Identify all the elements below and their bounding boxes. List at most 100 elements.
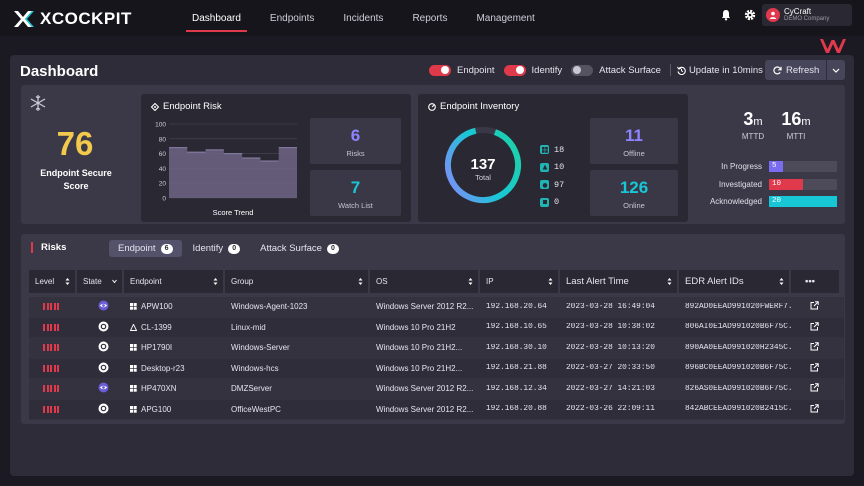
chevron-down-icon — [112, 279, 117, 284]
status-acknowledged[interactable]: Acknowledged 20 — [689, 193, 837, 211]
nav-management[interactable]: Management — [476, 12, 535, 24]
col-edr-alert-ids[interactable]: EDR Alert IDs — [679, 270, 789, 293]
col-last-alert-time[interactable]: Last Alert Time — [560, 270, 677, 293]
col-last-alert-time-label: Last Alert Time — [566, 276, 629, 287]
risk-tabs: Endpoint 6 Identify 0 Attack Surface 0 — [109, 240, 350, 257]
user-menu[interactable]: CyCraft DEMO Company — [762, 4, 852, 26]
nav-incidents[interactable]: Incidents — [343, 12, 384, 24]
endpoint-name[interactable]: Desktop-r23 — [141, 363, 185, 373]
normal-state-icon[interactable] — [98, 341, 109, 352]
row-actions — [791, 404, 841, 415]
app-logo[interactable]: XCOCKPIT — [12, 8, 132, 30]
table-row[interactable]: Desktop-r23 Windows-hcs Windows 10 Pro 21H… — [29, 358, 844, 379]
watch-eye-icon[interactable] — [98, 300, 109, 311]
status-acknowledged-bar: 20 — [769, 196, 837, 208]
external-link-icon[interactable] — [810, 383, 819, 392]
table-row[interactable]: APG100 OfficeWestPC Windows Server 2012 R2… — [29, 399, 844, 420]
external-link-icon[interactable] — [810, 363, 819, 372]
endpoint-name[interactable]: HP1790I — [141, 343, 173, 353]
state-cell — [77, 382, 124, 395]
nav-endpoints[interactable]: Endpoints — [269, 12, 315, 24]
normal-state-icon[interactable] — [98, 321, 109, 332]
table-row[interactable]: CL-1399 Linux-mid Windows 10 Pro 21H2 192.1… — [29, 317, 844, 338]
state-cell — [77, 362, 124, 375]
risks-section: Risks Endpoint 6 Identify 0 Attack Surfa… — [21, 234, 845, 424]
external-link-icon[interactable] — [810, 342, 819, 351]
mtti-unit: m — [801, 116, 811, 128]
col-group[interactable]: Group — [225, 270, 368, 293]
watch-list-box[interactable]: 7 Watch List — [310, 170, 401, 216]
endpoint-cell: APG100 — [124, 405, 225, 414]
secure-score-value: 76 — [56, 125, 94, 162]
col-level[interactable]: Level — [29, 270, 75, 293]
normal-state-icon[interactable] — [98, 362, 109, 373]
col-state-label: State — [83, 277, 102, 286]
online-box[interactable]: 126 Online — [590, 170, 678, 216]
col-endpoint[interactable]: Endpoint — [124, 270, 223, 293]
identify-toggle[interactable] — [503, 64, 526, 76]
endpoint-inventory-card: Endpoint Inventory 137 Total — [418, 94, 688, 222]
tab-identify[interactable]: Identify 0 — [184, 240, 250, 257]
status-investigated[interactable]: Investigated 10 — [689, 176, 837, 194]
col-os[interactable]: OS — [370, 270, 478, 293]
tab-attack-surface-count: 0 — [326, 243, 339, 254]
mtti-metric: 16m MTTI — [774, 109, 818, 141]
external-link-icon[interactable] — [810, 301, 819, 310]
update-interval[interactable]: Update in 10mins — [676, 65, 763, 76]
y-tick-label: 60 — [159, 151, 167, 158]
ip-cell: 192.168.12.34 — [486, 384, 547, 393]
edr-alert-id-cell: 842ABCEEAD991020B2415C... — [685, 405, 791, 414]
tab-identify-label: Identify — [192, 243, 224, 254]
row-actions — [791, 383, 841, 394]
table-row[interactable]: APW100 Windows-Agent-1023 Windows Server 2… — [29, 297, 844, 318]
attack-surface-toggle[interactable] — [571, 64, 594, 76]
ip-cell: 192.168.20.88 — [486, 405, 547, 414]
sort-icon — [468, 278, 473, 285]
endpoint-name[interactable]: CL-1399 — [141, 322, 172, 332]
row-actions — [791, 363, 841, 374]
endpoint-name[interactable]: HP470XN — [141, 384, 177, 394]
col-edr-alert-ids-label: EDR Alert IDs — [685, 276, 744, 287]
normal-state-icon[interactable] — [98, 403, 109, 414]
status-in-progress[interactable]: In Progress 5 — [689, 158, 837, 176]
col-state[interactable]: State — [77, 270, 122, 293]
edr-alert-id-cell: 896BC0EEAD991020B6F75C... — [685, 364, 791, 373]
os-cell: Windows 10 Pro 21H2... — [376, 363, 463, 373]
col-more-options[interactable]: ••• — [791, 270, 839, 293]
risks-box[interactable]: 6 Risks — [310, 118, 401, 164]
identify-toggle-label: Identify — [531, 64, 563, 76]
external-link-icon[interactable] — [810, 322, 819, 331]
refresh-button[interactable]: Refresh — [765, 60, 845, 80]
endpoint-toggle[interactable] — [429, 64, 451, 76]
nav-reports[interactable]: Reports — [412, 12, 448, 24]
refresh-options-dropdown[interactable] — [826, 60, 845, 80]
group-cell: OfficeWestPC — [231, 404, 281, 414]
endpoint-cell: APW100 — [124, 302, 225, 311]
external-link-icon[interactable] — [810, 404, 819, 413]
inventory-total: 137 — [470, 156, 495, 173]
endpoint-name[interactable]: APW100 — [141, 302, 173, 312]
watch-list-count: 7 — [350, 178, 361, 197]
risk-level-indicator — [29, 385, 77, 393]
endpoint-name[interactable]: APG100 — [141, 404, 172, 414]
bell-icon[interactable] — [720, 9, 732, 21]
watch-eye-icon[interactable] — [98, 382, 109, 393]
col-ip[interactable]: IP — [480, 270, 558, 293]
nav-dashboard[interactable]: Dashboard — [184, 0, 249, 36]
col-ip-label: IP — [486, 277, 494, 286]
table-header: Level State Endpoint Group OS IP Last Al… — [29, 270, 844, 293]
risk-level-indicator — [29, 303, 77, 311]
tab-endpoint[interactable]: Endpoint 6 — [109, 240, 182, 257]
y-tick-label: 80 — [159, 136, 167, 143]
windows-icon — [130, 344, 137, 351]
endpoint-inventory-title-text: Endpoint Inventory — [440, 101, 520, 112]
table-row[interactable]: HP470XN DMZServer Windows Server 2012 R2..… — [29, 379, 844, 400]
score-trend-svg: 100 80 60 40 20 0 Score Trend — [155, 122, 297, 217]
edr-alert-id-cell: 826AS0EEAD991020B6F75C... — [685, 384, 791, 393]
offline-box[interactable]: 11 Offline — [590, 118, 678, 164]
table-row[interactable]: HP1790I Windows-Server Windows 10 Pro 21H2… — [29, 338, 844, 359]
col-group-label: Group — [231, 277, 254, 286]
tab-attack-surface[interactable]: Attack Surface 0 — [251, 240, 348, 257]
gear-icon[interactable] — [744, 9, 756, 21]
attack-surface-toggle-label: Attack Surface — [599, 64, 661, 76]
